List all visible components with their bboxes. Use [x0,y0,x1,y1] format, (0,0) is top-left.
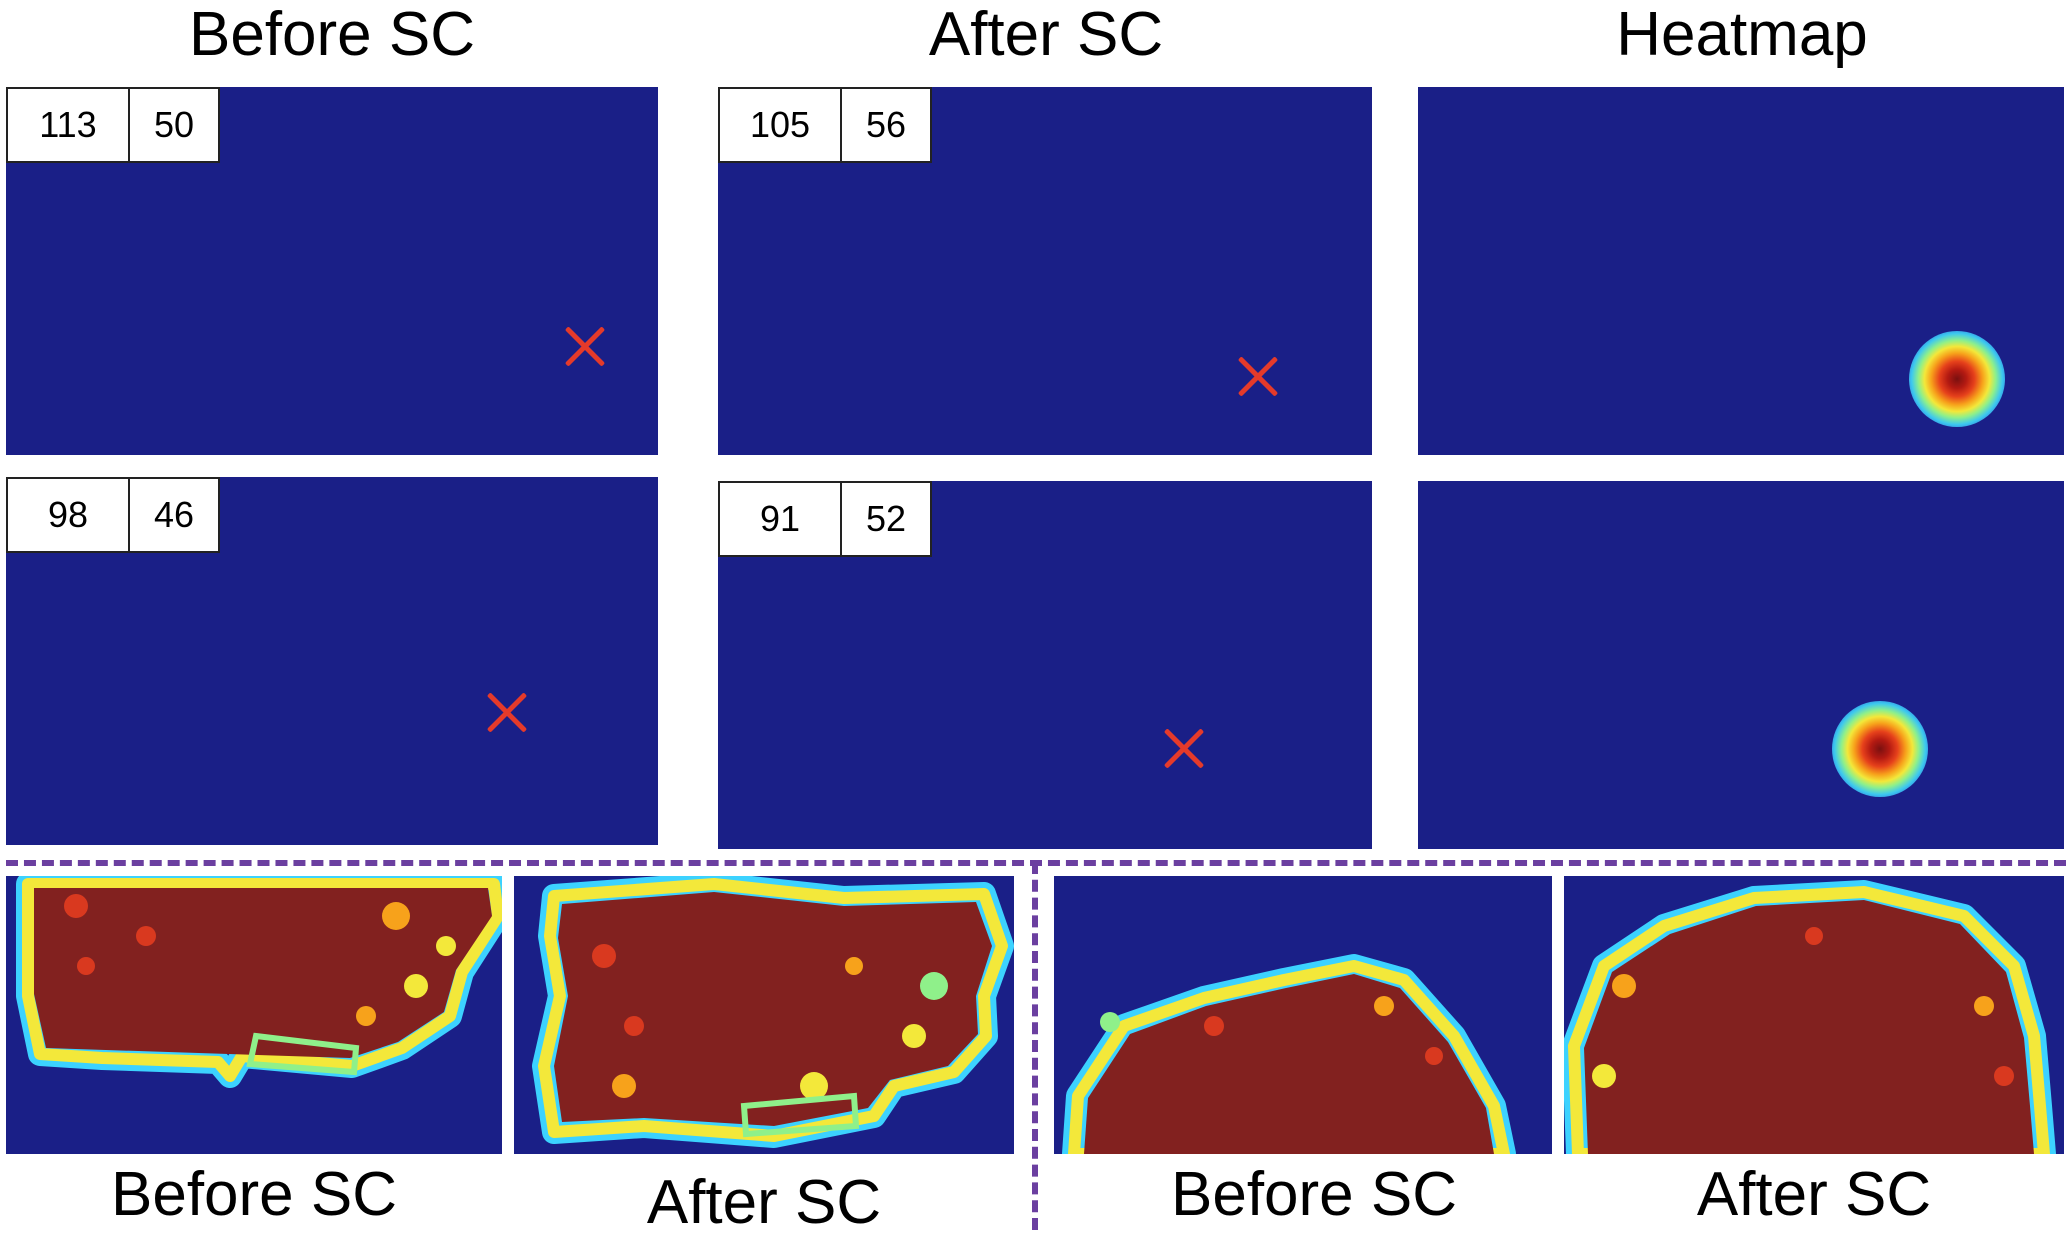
coord-x: 113 [39,104,97,145]
panel-heatmap-row1 [1418,87,2064,455]
title-before: Before SC [188,0,476,69]
segmentation-before-right [1054,876,1552,1154]
segmentation-before-left [6,876,502,1154]
panel-after-row1: 105 56 [718,87,1372,455]
coord-x: 98 [47,494,89,535]
heatmap-peak [1832,701,1928,797]
segmentation-after-left [514,876,1014,1154]
coord-x: 105 [749,104,811,145]
cross-icon [485,691,529,735]
panel-before-row1: 113 50 [6,87,658,455]
title-heatmap: Heatmap [1616,0,1868,69]
coord-x: 91 [759,498,801,539]
panel-heatmap-row2 [1418,481,2064,849]
coord-y: 56 [840,89,930,161]
title-after: After SC [928,0,1164,69]
coord-y: 46 [128,479,218,551]
caption-before-left: Before SC [110,1160,398,1229]
panel-after-row2: 91 52 [718,481,1372,849]
coord-box: 98 46 [6,477,220,553]
coord-box: 91 52 [718,481,932,557]
cross-icon [563,325,607,369]
cross-icon [1162,727,1206,771]
coord-y: 52 [840,483,930,555]
caption-after-left: After SC [646,1168,882,1237]
heatmap-peak [1909,331,2005,427]
coord-box: 105 56 [718,87,932,163]
coord-y: 50 [128,89,218,161]
coord-box: 113 50 [6,87,220,163]
caption-before-right: Before SC [1170,1160,1458,1229]
cross-icon [1236,355,1280,399]
caption-after-right: After SC [1696,1160,1932,1229]
segmentation-after-right [1564,876,2064,1154]
divider-vertical [1032,862,1038,1230]
panel-before-row2: 98 46 [6,477,658,845]
